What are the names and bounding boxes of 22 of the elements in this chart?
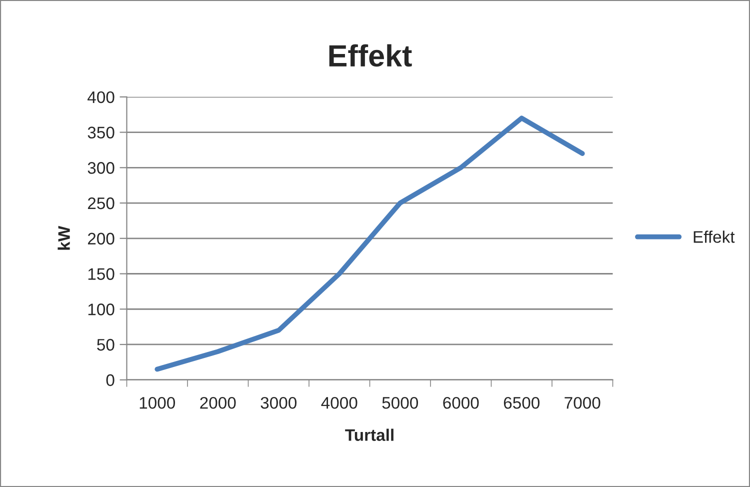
x-tick-label: 3000 [260, 396, 297, 409]
y-tick-label: 0 [106, 374, 114, 386]
y-tick-label: 250 [88, 197, 114, 210]
legend-label: Effekt [694, 230, 735, 243]
line-series [154, 116, 585, 372]
x-tick-label: 2000 [200, 396, 236, 409]
y-tick-label: 400 [88, 91, 114, 104]
x-tick-label: 4000 [321, 396, 358, 409]
x-axis-title: Turtall [345, 428, 394, 441]
y-tick-label: 200 [88, 232, 114, 245]
y-tick-label: 350 [88, 126, 114, 138]
y-tick-label: 100 [88, 304, 114, 316]
x-tick-label: 7000 [564, 396, 600, 409]
y-tick-label: 300 [88, 162, 114, 174]
y-axis-title: kW [58, 226, 70, 250]
chart-title: Effekt [329, 44, 412, 67]
y-tick-label: 150 [88, 268, 114, 280]
x-tick-label: 6500 [504, 396, 540, 409]
x-tick-label: 1000 [140, 396, 176, 409]
x-tick-label: 5000 [382, 396, 418, 409]
y-tick-label: 50 [97, 338, 114, 351]
x-tick-label: 6000 [443, 396, 479, 409]
